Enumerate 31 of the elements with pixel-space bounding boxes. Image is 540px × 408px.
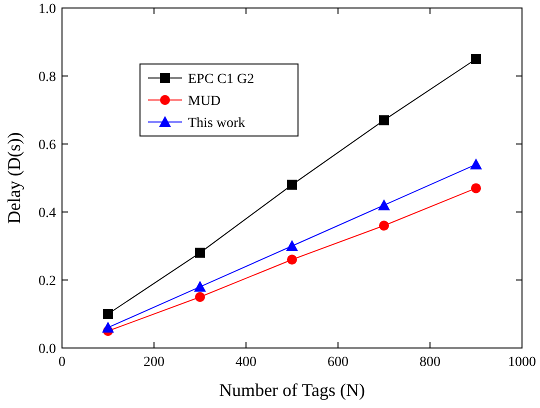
y-axis-title: Delay (D(s)) — [4, 132, 24, 224]
legend-label: This work — [188, 116, 246, 131]
x-tick-label: 600 — [328, 355, 348, 370]
y-tick-label: 1.0 — [38, 2, 56, 17]
point — [471, 54, 481, 64]
point — [102, 322, 114, 333]
point — [195, 292, 205, 302]
point — [195, 248, 205, 258]
point — [379, 220, 389, 231]
x-tick-label: 400 — [236, 355, 256, 370]
point — [286, 240, 298, 251]
legend-label: EPC C1 G2 — [188, 72, 254, 87]
point — [470, 158, 482, 170]
x-tick-label: 200 — [144, 355, 164, 370]
x-tick-label: 800 — [420, 355, 440, 370]
x-axis-title: Number of Tags (N) — [219, 380, 365, 400]
y-tick-label: 0.8 — [38, 70, 56, 85]
point — [379, 115, 389, 126]
point — [287, 180, 297, 190]
y-tick-label: 0.4 — [38, 206, 56, 221]
point — [194, 280, 206, 292]
y-tick-label: 0.6 — [38, 138, 56, 153]
point — [287, 254, 297, 265]
x-tick-label: 0 — [58, 355, 66, 370]
point — [471, 183, 481, 194]
point — [103, 309, 113, 319]
legend-label: MUD — [188, 94, 221, 109]
x-tick-label: 1000 — [508, 355, 536, 370]
y-tick-label: 0.2 — [38, 274, 56, 289]
point — [378, 199, 390, 210]
y-tick-label: 0.0 — [38, 342, 56, 357]
